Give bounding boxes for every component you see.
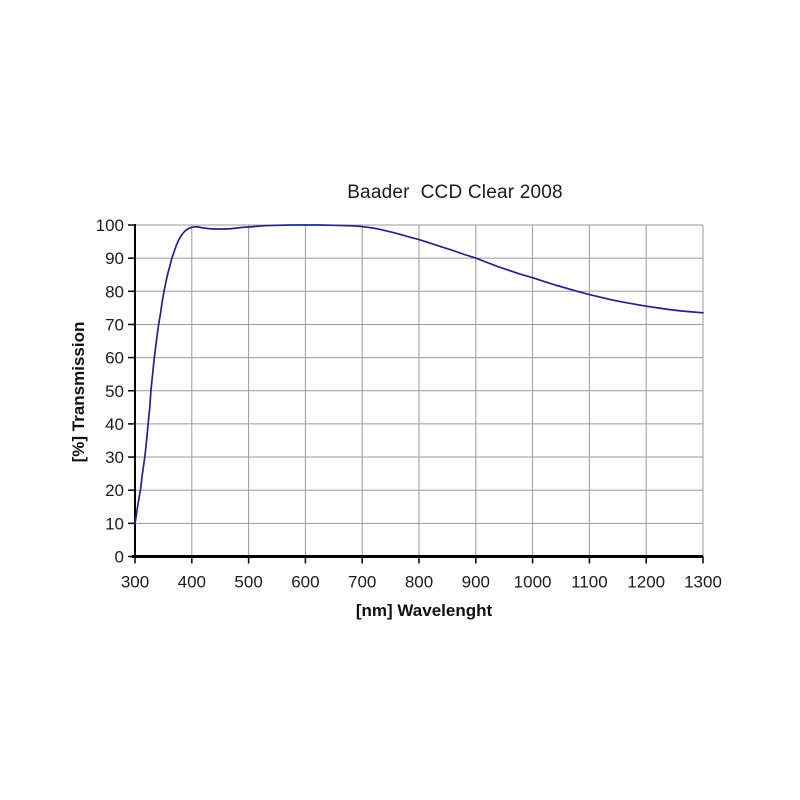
y-tick-label: 80 [105, 282, 124, 301]
y-tick-label: 40 [105, 415, 124, 434]
x-tick-label: 600 [291, 573, 319, 592]
y-tick-label: 100 [96, 216, 124, 235]
y-tick-label: 60 [105, 349, 124, 368]
x-tick-label: 1300 [684, 573, 722, 592]
x-tick-label: 400 [178, 573, 206, 592]
x-tick-label: 800 [405, 573, 433, 592]
x-tick-label: 300 [121, 573, 149, 592]
x-tick-label: 1100 [571, 573, 608, 592]
y-tick-label: 20 [105, 481, 124, 500]
tick-labels: 0 10 20 30 40 50 60 70 80 90 100 300 400 500 600 700 800… [96, 216, 722, 592]
y-tick-label: 10 [105, 514, 124, 533]
gridlines [135, 224, 704, 557]
x-tick-label: 1000 [514, 573, 552, 592]
y-tick-label: 50 [105, 382, 124, 401]
x-axis-title: [nm] Wavelenght [355, 601, 493, 620]
axis-ticks [128, 224, 704, 564]
transmission-curve [134, 224, 704, 525]
y-tick-label: 90 [105, 249, 124, 268]
x-tick-label: 700 [348, 573, 376, 592]
x-tick-label: 900 [462, 573, 490, 592]
y-tick-label: 70 [105, 315, 124, 334]
y-tick-label: 0 [115, 548, 124, 567]
x-tick-label: 500 [234, 573, 262, 592]
chart-title: Baader CCD Clear 2008 [347, 182, 563, 203]
y-tick-label: 30 [105, 448, 124, 467]
x-tick-label: 1200 [627, 573, 665, 592]
